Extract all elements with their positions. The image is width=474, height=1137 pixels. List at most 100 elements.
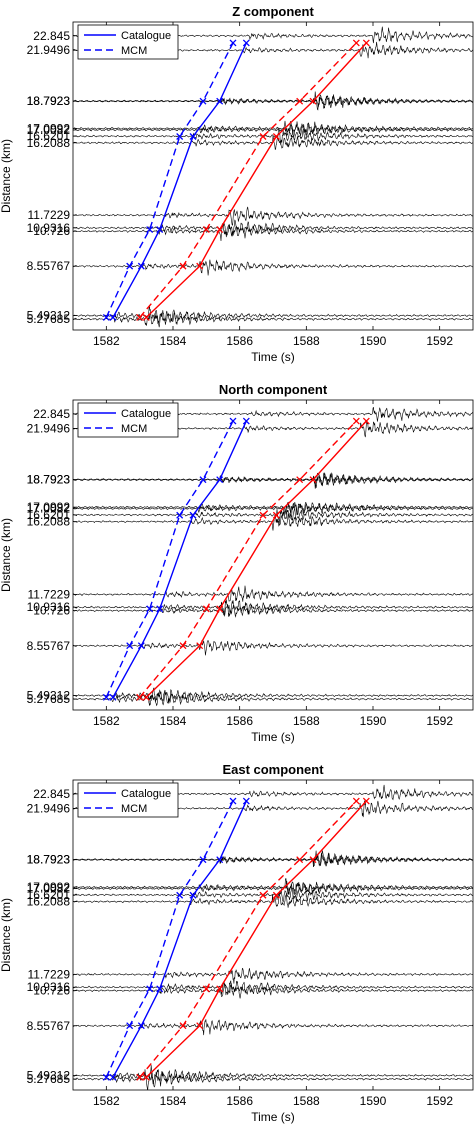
pick-marker [109, 1073, 117, 1081]
pick-marker [309, 97, 317, 105]
legend-label: MCM [121, 45, 147, 57]
pick-marker [259, 891, 267, 899]
trace-station [73, 91, 473, 111]
pick-marker [137, 1022, 145, 1030]
legend: Catalogue MCM [77, 402, 179, 438]
pick-marker [136, 693, 144, 701]
trace-station [73, 881, 473, 896]
pick-marker [229, 797, 237, 805]
y-tick-label: 5.49312 [27, 309, 71, 323]
legend-box [77, 24, 179, 60]
plot-area [73, 26, 473, 328]
pick-marker [199, 856, 207, 864]
chart-panel: Z component 1582 1584 1586 1588 1590 1592 Time … [0, 4, 474, 364]
pick-marker [242, 797, 250, 805]
y-tick-label: 21.9496 [27, 801, 71, 815]
y-tick-label: 22.845 [33, 787, 70, 801]
trace-station [73, 687, 473, 704]
y-tick-label: 8.55767 [27, 259, 71, 273]
pick-marker [109, 693, 117, 701]
x-tick-label: 1588 [293, 714, 320, 728]
trace-station [73, 472, 473, 489]
trace-station [73, 513, 473, 531]
y-tick-label: 17.0992 [27, 500, 71, 514]
chart-title: Z component [232, 4, 314, 19]
trace-station [73, 878, 473, 895]
trace-station [73, 691, 473, 707]
trace-station [73, 472, 473, 489]
pick-marker [362, 417, 370, 425]
x-tick-label: 1584 [160, 334, 187, 348]
x-tick-label: 1586 [226, 714, 253, 728]
trace-station [73, 508, 473, 525]
trace-station [73, 1019, 473, 1036]
pick-marker [156, 226, 164, 233]
pick-marker [136, 313, 144, 321]
trace-station [73, 121, 473, 136]
y-tick-label: 5.27685 [27, 1072, 71, 1086]
x-tick-label: 1584 [160, 714, 187, 728]
y-tick-label: 10.726 [33, 604, 70, 618]
y-tick-label: 17.0082 [27, 123, 71, 137]
y-tick-label: 21.9496 [27, 421, 71, 435]
x-tick-label: 1582 [93, 334, 120, 348]
chart-title: North component [219, 382, 328, 397]
pick-marker [216, 476, 224, 484]
trace-station [73, 1069, 473, 1090]
legend: Catalogue MCM [77, 782, 179, 818]
pick-marker [102, 1073, 110, 1081]
x-axis-label: Time (s) [251, 730, 295, 744]
pick-marker [296, 97, 304, 105]
series-line-p-mcm [105, 42, 234, 318]
axes-frame [72, 399, 474, 711]
y-tick-label: 21.9496 [27, 43, 71, 57]
y-tick-label: 5.27685 [27, 692, 71, 706]
legend-label: Catalogue [121, 30, 171, 42]
y-tick-label: 11.7229 [28, 208, 71, 222]
pick-marker [176, 133, 184, 140]
y-tick-label: 5.27685 [27, 312, 71, 326]
legend-label: MCM [121, 803, 147, 815]
pick-marker [202, 226, 210, 233]
x-tick-label: 1590 [360, 334, 387, 348]
trace-station [73, 219, 473, 238]
pick-marker [242, 39, 250, 47]
series-line-p-mcm [105, 420, 234, 698]
y-tick-label: 22.845 [33, 29, 70, 43]
x-tick-label: 1586 [226, 334, 253, 348]
y-tick-label: 10.9316 [27, 600, 71, 614]
x-tick-label: 1592 [426, 714, 453, 728]
series-line-p-catalogue [112, 800, 247, 1078]
trace-station [73, 1065, 473, 1085]
trace-station [73, 980, 473, 995]
pick-marker [109, 313, 117, 321]
pick-marker [259, 511, 267, 519]
series-line-p-catalogue [112, 42, 247, 318]
series-line-s-mcm [139, 420, 357, 698]
x-tick-label: 1592 [426, 1094, 453, 1108]
trace-station [73, 223, 473, 242]
y-tick-label: 16.6201 [27, 888, 71, 902]
series-line-s-catalogue [145, 42, 367, 318]
y-axis-label: Distance (km) [0, 139, 13, 213]
y-tick-label: 8.55767 [27, 1019, 71, 1033]
legend-box [77, 782, 179, 818]
pick-marker [352, 797, 360, 805]
pick-marker [229, 39, 237, 47]
x-tick-label: 1582 [93, 714, 120, 728]
pick-marker [199, 97, 207, 105]
series-line-s-catalogue [145, 420, 367, 698]
pick-marker [309, 856, 317, 864]
y-tick-label: 10.726 [33, 984, 70, 998]
y-tick-label: 16.2088 [27, 515, 71, 529]
series-line-s-mcm [139, 42, 357, 318]
chart-panel: East component 1582 1584 1586 1588 1590 1592 Ti… [0, 762, 474, 1124]
trace-station [73, 603, 473, 618]
y-tick-label: 18.7923 [27, 473, 71, 487]
pick-marker [179, 262, 187, 270]
y-tick-label: 10.726 [33, 224, 70, 238]
x-axis-label: Time (s) [251, 350, 295, 364]
pick-marker [126, 262, 134, 270]
pick-marker [156, 985, 164, 993]
x-tick-label: 1590 [360, 714, 387, 728]
